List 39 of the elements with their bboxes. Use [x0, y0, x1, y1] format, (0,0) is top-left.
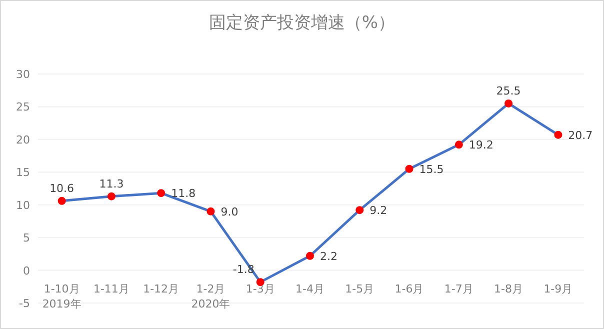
point — [306, 252, 314, 260]
y-tick-label: 15 — [16, 166, 30, 180]
x-tick-label: 1-5月 — [345, 282, 374, 296]
y-tick-label: -5 — [19, 297, 30, 310]
x-tick-label: 1-9月 — [544, 282, 573, 296]
point — [356, 206, 364, 214]
x-tick-label: 1-6月 — [394, 282, 424, 296]
x-tick-label: 1-4月 — [296, 282, 324, 296]
point — [504, 99, 513, 108]
point — [206, 207, 215, 216]
y-tick-label: 30 — [16, 68, 30, 81]
point — [454, 140, 463, 149]
data-label: 20.7 — [568, 128, 593, 142]
data-label: 10.6 — [50, 182, 74, 195]
data-label: 2.2 — [320, 250, 338, 263]
data-label: 9.2 — [370, 204, 388, 218]
data-label: 11.8 — [171, 187, 196, 200]
point — [405, 164, 414, 173]
point — [107, 192, 116, 200]
data-label: 25.5 — [496, 84, 521, 98]
data-label: 11.3 — [99, 177, 124, 190]
chart-title: 固定资产投资增速（%） — [208, 13, 396, 33]
point — [554, 130, 562, 139]
x-tick-label: 1-10月 2019年 — [42, 282, 82, 310]
point — [58, 196, 66, 205]
x-tick-label: 1-8月 — [494, 282, 524, 296]
point — [157, 189, 166, 198]
data-label: 9.0 — [220, 205, 238, 218]
data-label: 15.5 — [419, 162, 444, 176]
y-tick-label: 10 — [16, 198, 30, 212]
y-tick-label: 20 — [16, 133, 30, 146]
x-tick-label: 1-2月 2020年 — [191, 282, 230, 310]
x-tick-label: 1-11月 — [93, 282, 130, 296]
y-tick-label: 5 — [23, 232, 30, 245]
data-label: 19.2 — [468, 138, 494, 152]
x-tick-label: 1-7月 — [444, 282, 474, 296]
x-tick-label: 1-12月 — [143, 282, 180, 296]
y-tick-label: 25 — [16, 100, 30, 114]
y-tick-label: 0 — [23, 264, 30, 278]
